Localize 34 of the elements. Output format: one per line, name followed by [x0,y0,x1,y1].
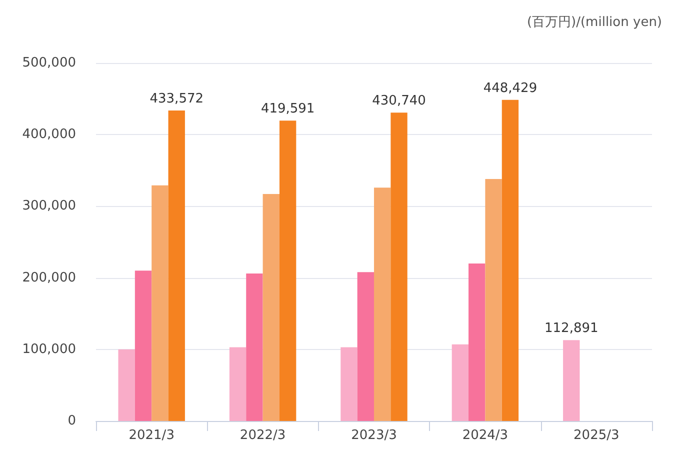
bar [468,263,486,421]
data-label: 433,572 [150,92,204,107]
text: (百万円)/(million yen) [526,15,662,30]
bar [357,272,374,421]
data-label: 419,591 [260,102,315,117]
y-tick-label: 500,000 [22,56,76,70]
bar [246,274,263,421]
data-label: 448,429 [483,80,538,96]
bar [134,270,152,421]
bar [152,185,168,421]
x-tick-label: 2022/3 [240,428,286,443]
y-tick-label: 100,000 [22,342,76,357]
bar [452,344,469,421]
x-tick-label: 2025/3 [574,428,620,443]
bar [485,178,502,421]
y-tick-label: 0 [68,414,76,428]
bar [390,112,408,421]
x-tick-label: 2024/3 [462,428,508,443]
x-tick-label: 2021/3 [128,428,174,443]
bar [118,349,135,421]
y-tick-label: 300,000 [22,198,76,214]
bar [340,347,358,421]
bar [502,100,519,421]
y-tick-label: 400,000 [22,127,76,142]
data-label: 112,891 [544,321,598,336]
bar [168,110,185,421]
data-label: 430,740 [372,94,426,109]
bar [279,120,296,421]
bar [262,194,280,421]
y-tick-label: 200,000 [22,270,76,286]
bar [229,347,246,421]
bar [563,340,580,421]
x-tick-label: 2023/3 [351,428,397,443]
bar [374,188,391,421]
